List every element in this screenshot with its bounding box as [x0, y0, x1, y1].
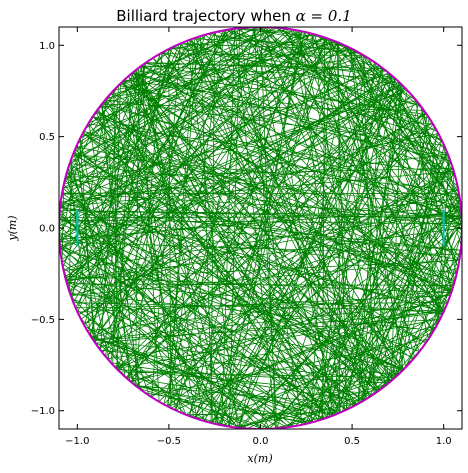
- y-axis: −1.0 −0.5 0.0 0.5 1.0: [31, 41, 462, 417]
- x-tick-label: −1.0: [65, 436, 89, 447]
- y-tick-label: −1.0: [31, 406, 55, 417]
- y-tick-label: 1.0: [39, 41, 55, 52]
- y-tick-label: 0.5: [39, 132, 55, 143]
- y-tick-label: 0.0: [39, 224, 55, 235]
- boundary-layer: [59, 27, 462, 429]
- chart-title: Billiard trajectory when α = 0.1: [116, 7, 351, 25]
- plot-area: [58, 26, 463, 430]
- x-axis-label: x(m): [247, 452, 272, 465]
- y-axis-label: y(m): [6, 215, 19, 241]
- x-axis: −1.0 −0.5 0.0 0.5 1.0: [65, 27, 452, 447]
- x-tick-label: −0.5: [157, 436, 181, 447]
- y-tick-label: −0.5: [31, 315, 55, 326]
- x-tick-label: 0.5: [344, 436, 360, 447]
- x-tick-label: 0.0: [253, 436, 269, 447]
- x-tick-label: 1.0: [436, 436, 452, 447]
